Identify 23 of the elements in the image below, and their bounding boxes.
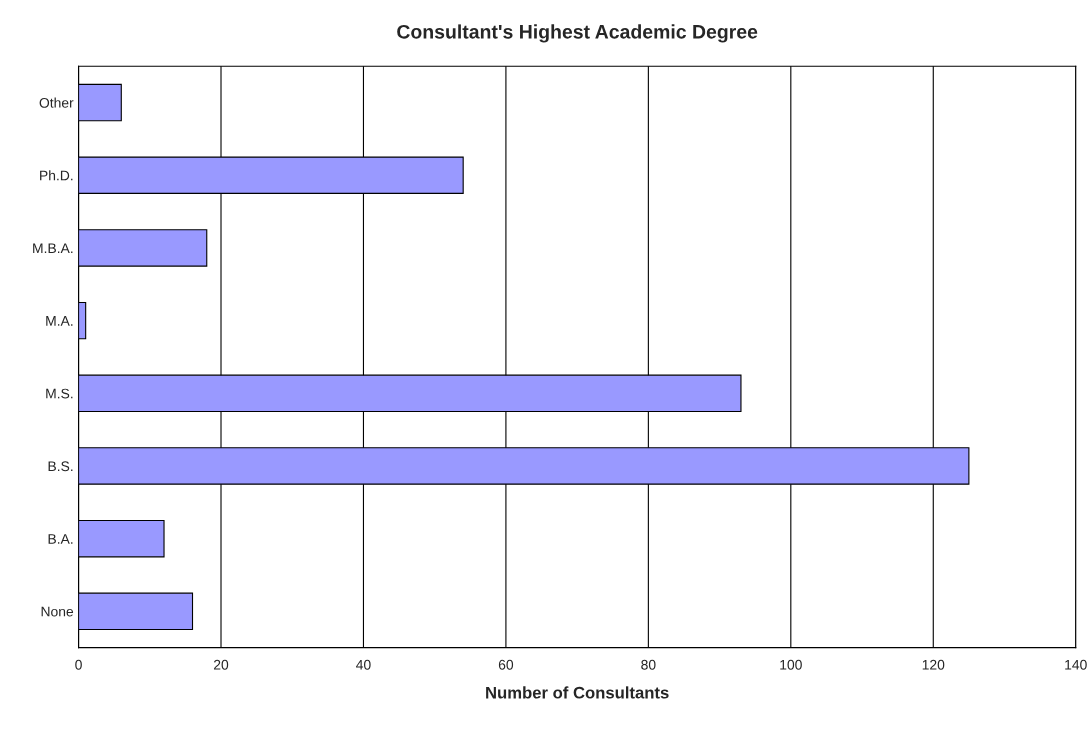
y-tick-label: None: [41, 606, 74, 617]
y-tick-label: M.S.: [46, 388, 73, 399]
x-tick-label: 100: [780, 659, 802, 670]
y-tick-label: B.A.: [48, 534, 73, 544]
x-tick-label: 60: [498, 659, 514, 670]
x-tick-label: 80: [641, 659, 656, 670]
y-tick-label: Ph.D.: [40, 170, 73, 181]
x-tick-label: 40: [356, 659, 371, 670]
y-tick-label: Other: [39, 97, 74, 108]
y-tick-label: M.A.: [46, 316, 73, 326]
y-tick-label: B.S.: [48, 461, 73, 472]
x-axis-title: Number of Consultants: [486, 686, 669, 699]
y-tick-label: M.B.A.: [33, 243, 73, 253]
bar: [78, 519, 165, 558]
x-tick-label: 120: [922, 659, 945, 670]
x-tick-label: 20: [213, 659, 229, 670]
chart-title: Consultant's Highest Academic Degree: [397, 24, 758, 43]
bar: [78, 229, 208, 267]
x-tick-label: 0: [75, 659, 82, 670]
bar: [78, 83, 122, 122]
bar: [78, 301, 87, 340]
bar: [78, 592, 194, 631]
x-tick-label: 140: [1065, 659, 1087, 670]
